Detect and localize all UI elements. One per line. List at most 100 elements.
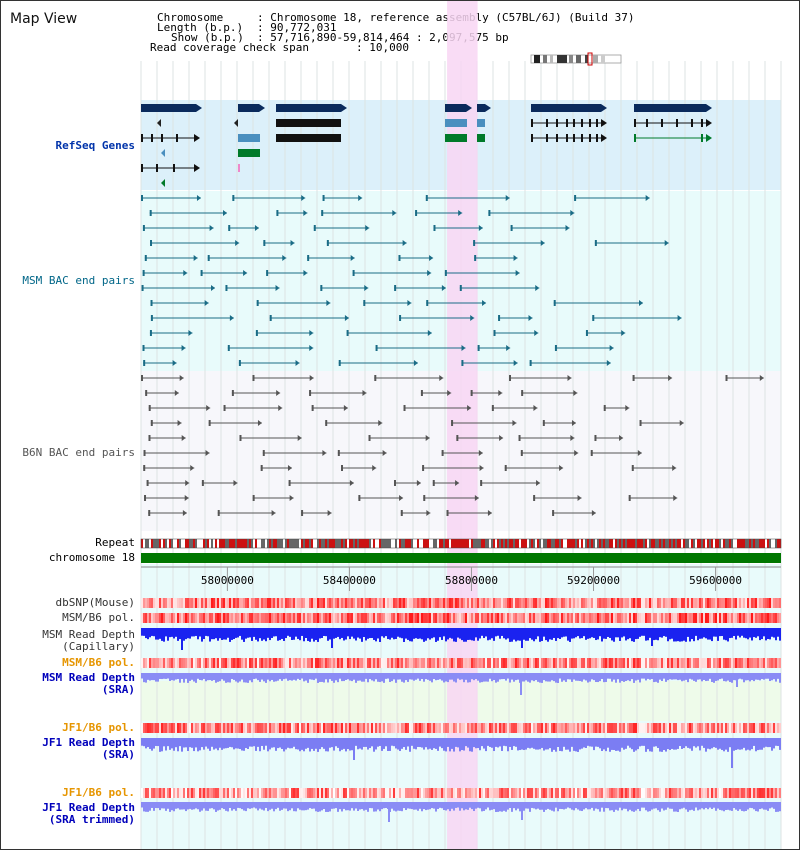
heatmap-cell	[201, 788, 203, 798]
depth-bar	[733, 738, 735, 751]
depth-bar	[195, 628, 197, 636]
heatmap-cell	[451, 788, 453, 798]
heatmap-cell	[675, 723, 677, 733]
repeat-mark	[623, 539, 625, 548]
heatmap-cell	[255, 613, 257, 623]
heatmap-cell	[233, 613, 235, 623]
bac-end	[520, 450, 523, 456]
depth-bar	[353, 673, 355, 680]
heatmap-cell	[503, 658, 505, 668]
repeat-mark	[425, 539, 427, 548]
heatmap-cell	[157, 598, 159, 608]
repeat-mark	[581, 539, 583, 548]
bac-end	[200, 270, 203, 276]
heatmap-cell	[667, 658, 669, 668]
heatmap-cell	[463, 658, 465, 668]
heatmap-cell	[143, 788, 145, 798]
repeat-mark	[199, 539, 201, 548]
depth-bar	[323, 673, 325, 683]
depth-bar	[625, 738, 627, 749]
depth-bar	[201, 802, 203, 811]
exon	[531, 119, 533, 127]
heatmap-cell	[703, 788, 705, 798]
exon	[581, 119, 583, 127]
depth-bar	[443, 738, 445, 751]
depth-bar	[273, 628, 275, 637]
heatmap-cell	[543, 658, 545, 668]
repeat-mark	[239, 539, 241, 548]
depth-bar	[713, 802, 715, 808]
heatmap-cell	[547, 723, 549, 733]
depth-bar	[477, 738, 479, 749]
bac-end	[426, 300, 429, 306]
msm-bac-track-label[interactable]: MSM BAC end pairs	[22, 274, 135, 287]
depth-bar	[573, 673, 575, 680]
depth-bar	[149, 628, 151, 638]
heatmap-cell	[301, 788, 303, 798]
repeat-mark	[713, 539, 715, 548]
depth-bar	[713, 628, 715, 637]
heatmap-cell	[549, 723, 551, 733]
heatmap-cell	[447, 788, 449, 798]
heatmap-cell	[333, 658, 335, 668]
heatmap-cell	[421, 723, 423, 733]
exon	[646, 119, 648, 127]
bac-end-arrow	[512, 420, 517, 426]
depth-bar	[237, 628, 239, 638]
heatmap-cell	[411, 613, 413, 623]
heatmap-cell	[189, 613, 191, 623]
depth-bar	[317, 802, 319, 812]
b6n-bac-track-label[interactable]: B6N BAC end pairs	[22, 446, 135, 459]
heatmap-cell	[559, 613, 561, 623]
heatmap-cell	[599, 788, 601, 798]
repeat-mark	[193, 539, 195, 548]
depth-bar	[387, 628, 389, 640]
depth-bar	[347, 738, 349, 750]
repeat-mark	[765, 539, 767, 548]
heatmap-cell	[739, 598, 741, 608]
heatmap-cell	[709, 723, 711, 733]
depth-bar	[273, 802, 275, 812]
heatmap-cell	[363, 598, 365, 608]
heatmap-cell	[457, 723, 459, 733]
heatmap-cell	[699, 658, 701, 668]
depth-bar	[657, 802, 659, 811]
repeat-mark	[223, 539, 225, 548]
depth-bar	[407, 802, 409, 809]
heatmap-cell	[497, 598, 499, 608]
repeat-mark	[609, 539, 611, 548]
heatmap-cell	[461, 788, 463, 798]
heatmap-cell	[149, 723, 151, 733]
heatmap-cell	[291, 613, 293, 623]
depth-bar	[779, 802, 781, 812]
heatmap-cell	[207, 723, 209, 733]
depth-bar	[529, 673, 531, 683]
depth-bar	[537, 628, 539, 637]
heatmap-cell	[455, 613, 457, 623]
depth-bar	[285, 802, 287, 809]
heatmap-cell	[253, 658, 255, 668]
refseq-track-label[interactable]: RefSeq Genes	[55, 139, 135, 152]
depth-bar	[545, 673, 547, 682]
depth-bar	[695, 738, 697, 748]
repeat-mark	[479, 539, 481, 548]
heatmap-cell	[657, 598, 659, 608]
depth-bar	[515, 802, 517, 811]
depth-bar	[283, 802, 285, 809]
bac-end-arrow	[573, 390, 578, 396]
heatmap-cell	[575, 598, 577, 608]
depth-bar	[435, 802, 437, 812]
depth-bar	[577, 628, 579, 637]
heatmap-cell	[719, 598, 721, 608]
depth-bar	[201, 673, 203, 681]
heatmap-cell	[387, 613, 389, 623]
heatmap-cell	[499, 658, 501, 668]
heatmap-cell	[529, 723, 531, 733]
depth-bar	[281, 738, 283, 749]
heatmap-cell	[771, 788, 773, 798]
heatmap-cell	[713, 788, 715, 798]
depth-bar	[399, 802, 401, 811]
depth-bar	[563, 738, 565, 747]
heatmap-cell	[327, 613, 329, 623]
